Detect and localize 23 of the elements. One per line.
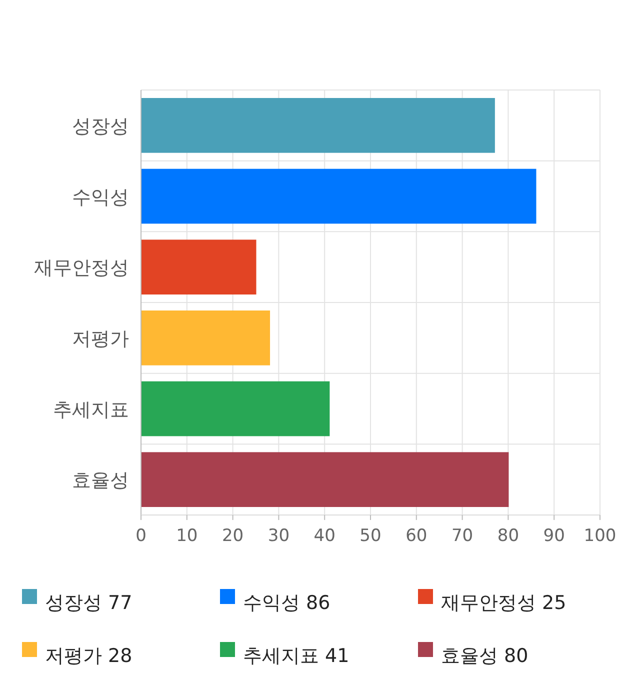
y-tick-label: 저평가 [72, 328, 129, 350]
y-tick-label: 재무안정성 [34, 257, 129, 280]
x-tick-label: 30 [268, 526, 290, 546]
x-tick-label: 90 [543, 526, 565, 546]
y-tick-label: 수익성 [72, 186, 129, 208]
x-tick-label: 10 [176, 526, 198, 546]
legend-label: 추세지표 41 [243, 645, 350, 667]
x-tick-label: 100 [584, 526, 616, 546]
y-tick-label: 효율성 [72, 470, 129, 492]
x-tick-label: 60 [406, 526, 428, 546]
y-tick-label: 추세지표 [53, 398, 129, 421]
y-tick-label: 성장성 [72, 115, 129, 138]
legend-label: 수익성 86 [243, 592, 330, 614]
x-tick-label: 80 [497, 526, 520, 546]
legend-label: 재무안정성 25 [441, 592, 566, 614]
legend-label: 성장성 77 [45, 592, 132, 614]
x-tick-label: 50 [360, 526, 382, 546]
x-tick-label: 20 [222, 526, 244, 546]
x-tick-label: 0 [136, 526, 146, 546]
legend-label: 저평가 28 [45, 645, 132, 667]
legend-label: 효율성 80 [441, 645, 528, 667]
x-tick-label: 40 [314, 526, 336, 546]
x-tick-label: 70 [451, 526, 474, 546]
